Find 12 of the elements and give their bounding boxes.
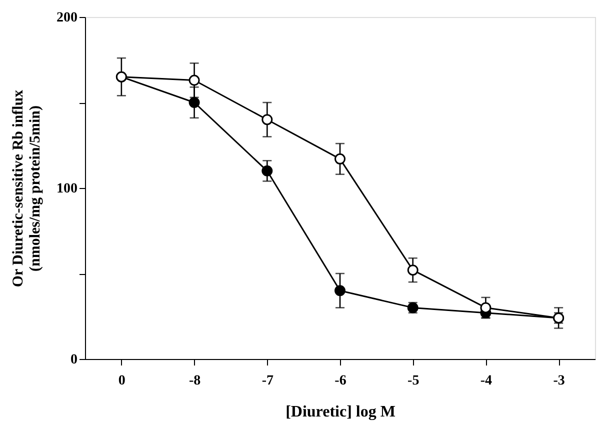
x-tick-label: -6 (334, 374, 346, 388)
x-tick-label: -3 (553, 374, 565, 388)
x-tick-label: 0 (118, 374, 126, 388)
x-tick-label: -5 (408, 374, 420, 388)
x-tick-label: -7 (262, 374, 274, 388)
y-tick-label: 200 (56, 10, 78, 26)
y-axis-title: Or Diuretic-sensitive Rb influx (nmoles/mg protein/5min) (10, 89, 44, 288)
x-axis-title: [Diuretic] log M (286, 404, 396, 420)
y-tick-label: 0 (70, 352, 78, 368)
y-tick-label: 100 (56, 182, 78, 196)
x-tick-label: -8 (188, 374, 201, 388)
x-tick-label: -4 (480, 374, 492, 388)
